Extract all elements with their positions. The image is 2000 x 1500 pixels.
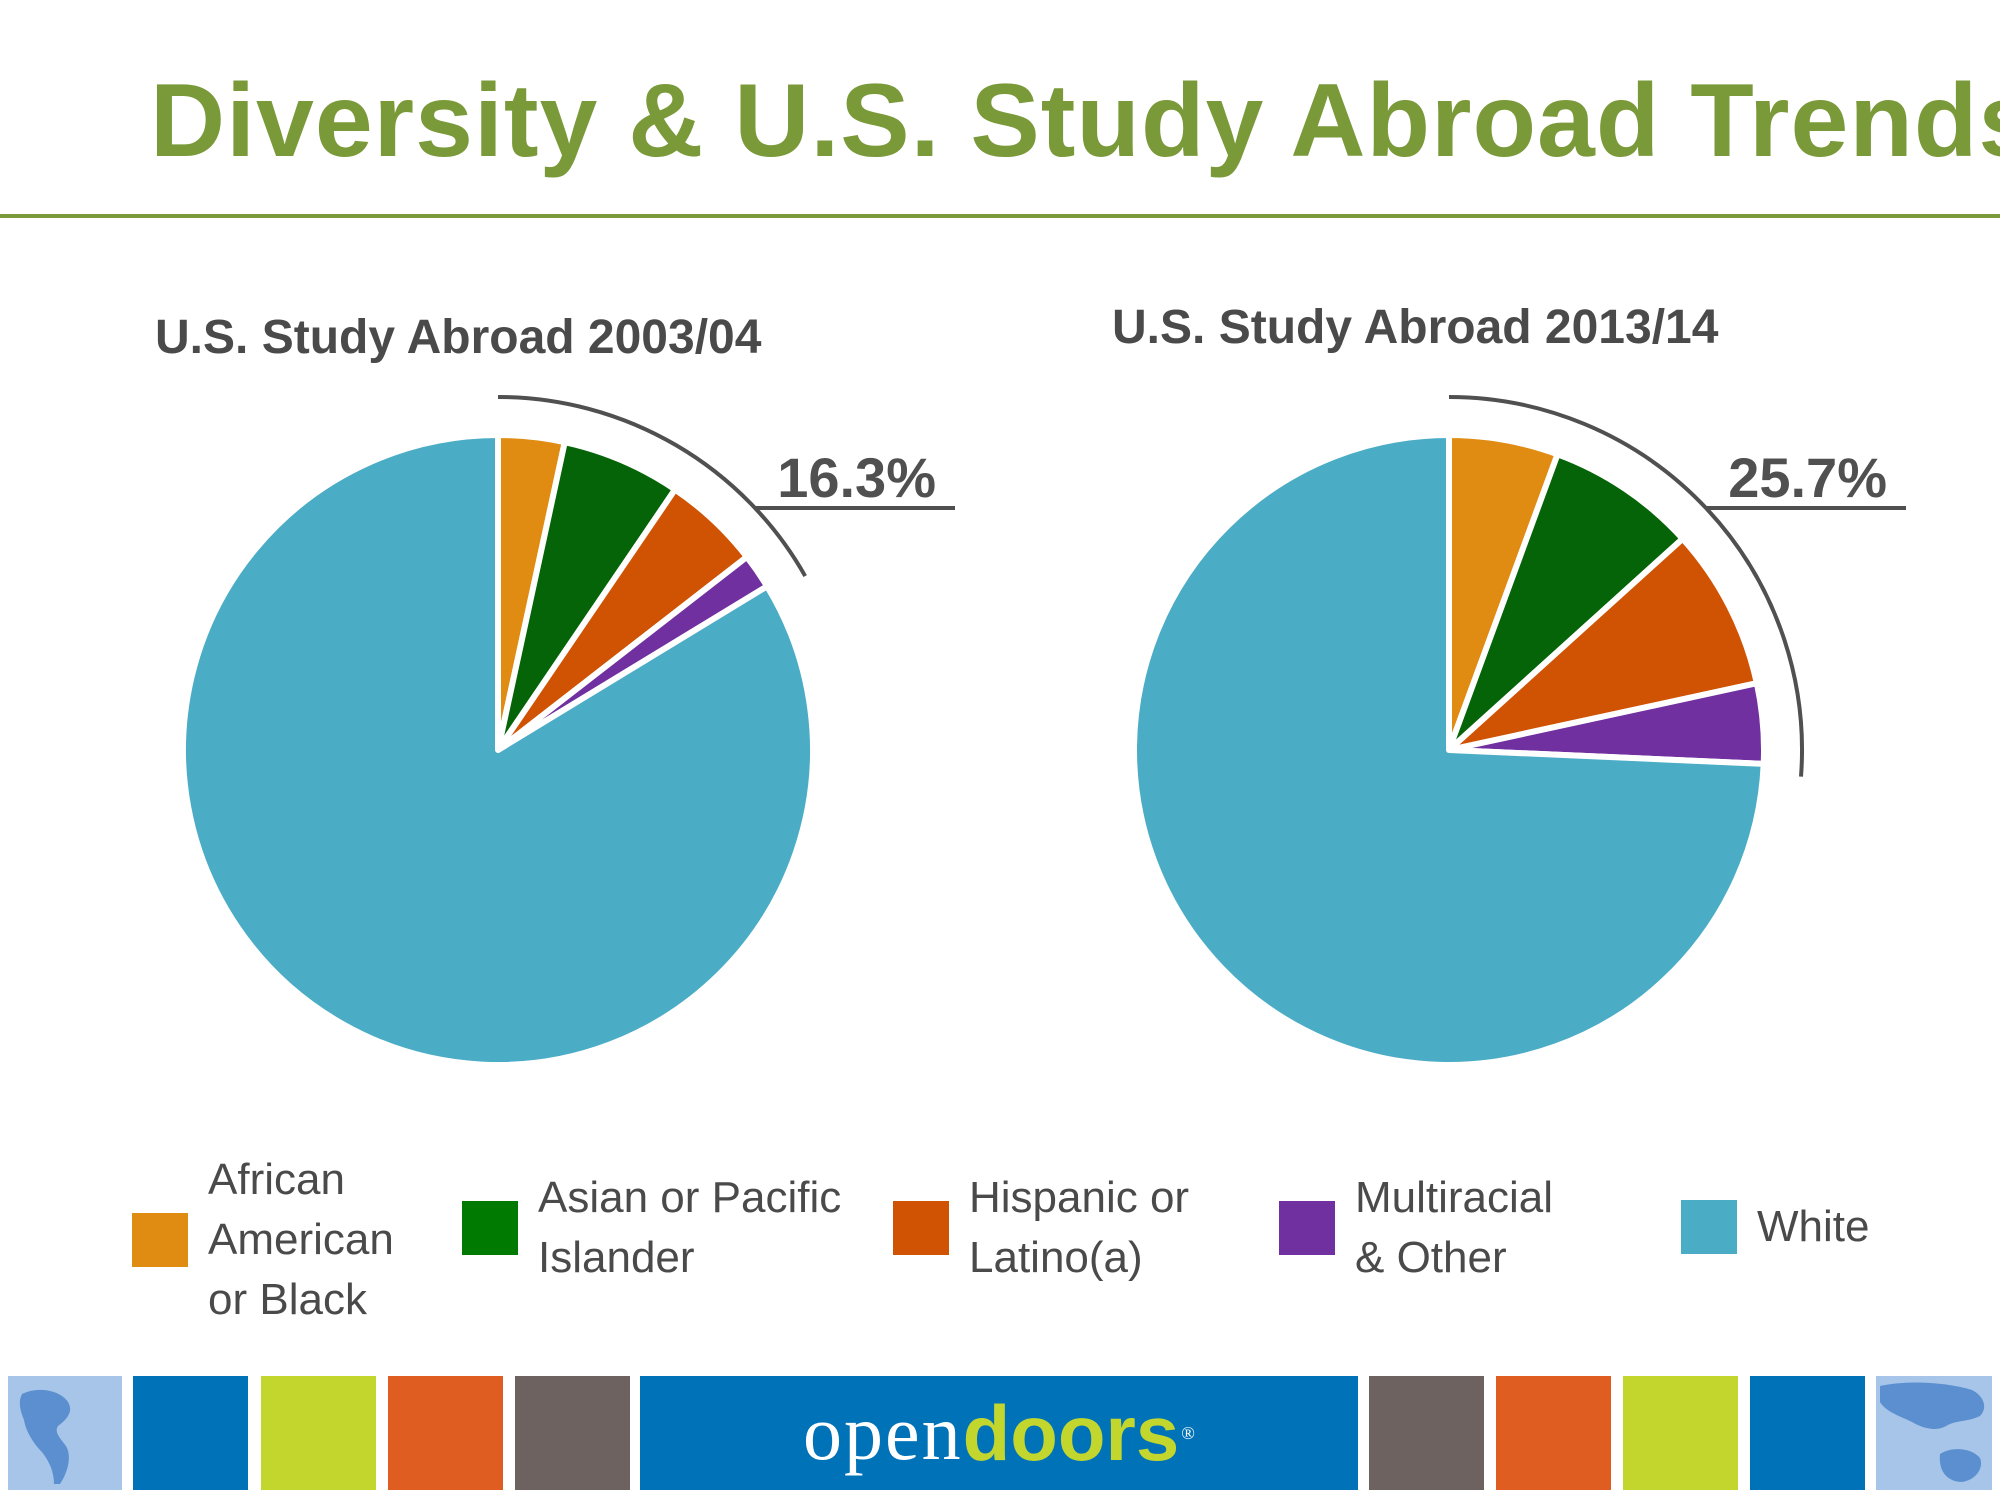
page-title: Diversity & U.S. Study Abroad Trends — [150, 63, 2000, 179]
legend-label-multiracial: Multiracial & Other — [1355, 1173, 1554, 1282]
legend-swatch-asian — [462, 1201, 518, 1255]
legend-item-white: White — [1681, 1197, 1869, 1257]
logo-text-doors: doors — [962, 1389, 1180, 1477]
title-divider — [0, 214, 2000, 218]
footer-tile-2 — [261, 1376, 376, 1490]
footer-tile-3 — [388, 1376, 503, 1490]
footer-tile-4 — [515, 1376, 630, 1490]
legend-item-asian: Asian or Pacific Islander — [462, 1168, 841, 1288]
legend-label-white: White — [1757, 1202, 1870, 1251]
logo-registered-mark: ® — [1181, 1423, 1195, 1443]
legend-label-african-american: African American or Black — [208, 1155, 394, 1324]
chart-title-2003: U.S. Study Abroad 2003/04 — [155, 311, 762, 364]
callout-bracket-2003 — [497, 395, 807, 578]
legend-label-asian: Asian or Pacific Islander — [538, 1173, 842, 1282]
legend-swatch-multiracial — [1279, 1201, 1335, 1255]
pie-charts: 16.3% 25.7% — [180, 395, 1906, 1068]
footer-tile-1 — [133, 1376, 248, 1490]
logo-text-open: open — [803, 1389, 963, 1476]
asia-australia-map-icon — [1880, 1382, 1985, 1482]
callout-label-2003: 16.3% — [777, 446, 936, 509]
legend-swatch-african-american — [132, 1213, 188, 1267]
world-map-tile-right — [1876, 1376, 1992, 1490]
pie-slice-2013-white — [1131, 432, 1767, 1068]
world-map-tile-left — [8, 1376, 122, 1490]
footer-tile-6 — [1496, 1376, 1611, 1490]
footer-tile-5 — [1369, 1376, 1484, 1490]
callout-label-2013: 25.7% — [1728, 446, 1887, 509]
footer-tile-8 — [1750, 1376, 1865, 1490]
opendoors-logo: open doors ® — [640, 1376, 1358, 1490]
pie-slice-2003-white — [180, 432, 816, 1068]
chart-title-2013: U.S. Study Abroad 2013/14 — [1112, 301, 1719, 354]
americas-map-icon — [19, 1389, 71, 1484]
legend-item-hispanic: Hispanic or Latino(a) — [893, 1168, 1189, 1288]
footer-tile-7 — [1623, 1376, 1738, 1490]
legend-label-hispanic: Hispanic or Latino(a) — [969, 1173, 1190, 1282]
legend-item-multiracial: Multiracial & Other — [1279, 1168, 1553, 1288]
legend-swatch-hispanic — [893, 1201, 949, 1255]
legend-swatch-white — [1681, 1200, 1737, 1254]
legend-item-african-american: African American or Black — [132, 1150, 394, 1330]
pie-slice-2013-asian — [1446, 451, 1686, 753]
